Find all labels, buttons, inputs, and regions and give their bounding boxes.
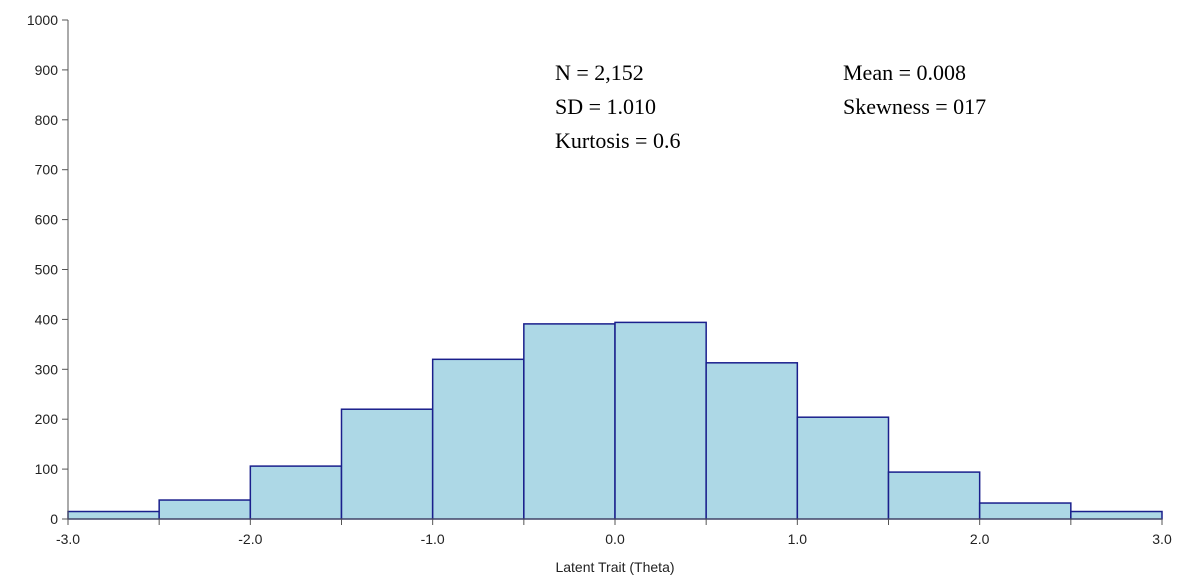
x-tick-label: -2.0 xyxy=(238,531,262,547)
y-tick-label: 600 xyxy=(35,212,59,228)
histogram-bar xyxy=(431,358,525,520)
y-tick-label: 300 xyxy=(35,361,59,377)
stat-sd: SD = 1.010 xyxy=(555,94,656,119)
x-tick-label: 1.0 xyxy=(788,531,808,547)
histogram-bar xyxy=(614,321,707,520)
histogram-bar xyxy=(67,510,160,520)
histogram-bar xyxy=(978,502,1072,520)
x-tick-label: 3.0 xyxy=(1152,531,1172,547)
x-axis-title: Latent Trait (Theta) xyxy=(555,559,674,575)
histogram-bar xyxy=(158,499,252,520)
summary-statistics: N = 2,152 SD = 1.010 Kurtosis = 0.6 Mean… xyxy=(555,60,986,153)
stat-skewness: Skewness = 017 xyxy=(843,94,986,119)
y-ticks: 0 100 200 300 400 500 600 700 800 900 1000 xyxy=(27,12,68,527)
histogram-bars xyxy=(67,321,1163,520)
y-tick-label: 400 xyxy=(35,311,59,327)
histogram-bar xyxy=(249,465,343,520)
histogram-bar xyxy=(340,408,434,520)
y-tick-label: 200 xyxy=(35,411,59,427)
x-ticks: -3.0 -2.0 -1.0 0.0 1.0 2.0 3.0 xyxy=(56,519,1172,547)
x-tick-label: 0.0 xyxy=(605,531,625,547)
y-tick-label: 0 xyxy=(50,511,58,527)
stat-kurtosis: Kurtosis = 0.6 xyxy=(555,128,680,153)
x-tick-label: 2.0 xyxy=(970,531,990,547)
x-tick-label: -3.0 xyxy=(56,531,80,547)
stat-n: N = 2,152 xyxy=(555,60,644,85)
histogram-bar xyxy=(887,471,981,520)
histogram-bar xyxy=(523,323,616,520)
y-tick-label: 800 xyxy=(35,112,59,128)
histogram-bar xyxy=(1070,510,1163,520)
y-tick-label: 700 xyxy=(35,162,59,178)
stat-mean: Mean = 0.008 xyxy=(843,60,966,85)
y-tick-label: 100 xyxy=(35,461,59,477)
histogram-bar xyxy=(705,362,799,520)
x-tick-label: -1.0 xyxy=(421,531,445,547)
y-tick-label: 1000 xyxy=(27,12,58,28)
histogram-bar xyxy=(796,416,890,520)
y-tick-label: 500 xyxy=(35,262,59,278)
y-tick-label: 900 xyxy=(35,62,59,78)
